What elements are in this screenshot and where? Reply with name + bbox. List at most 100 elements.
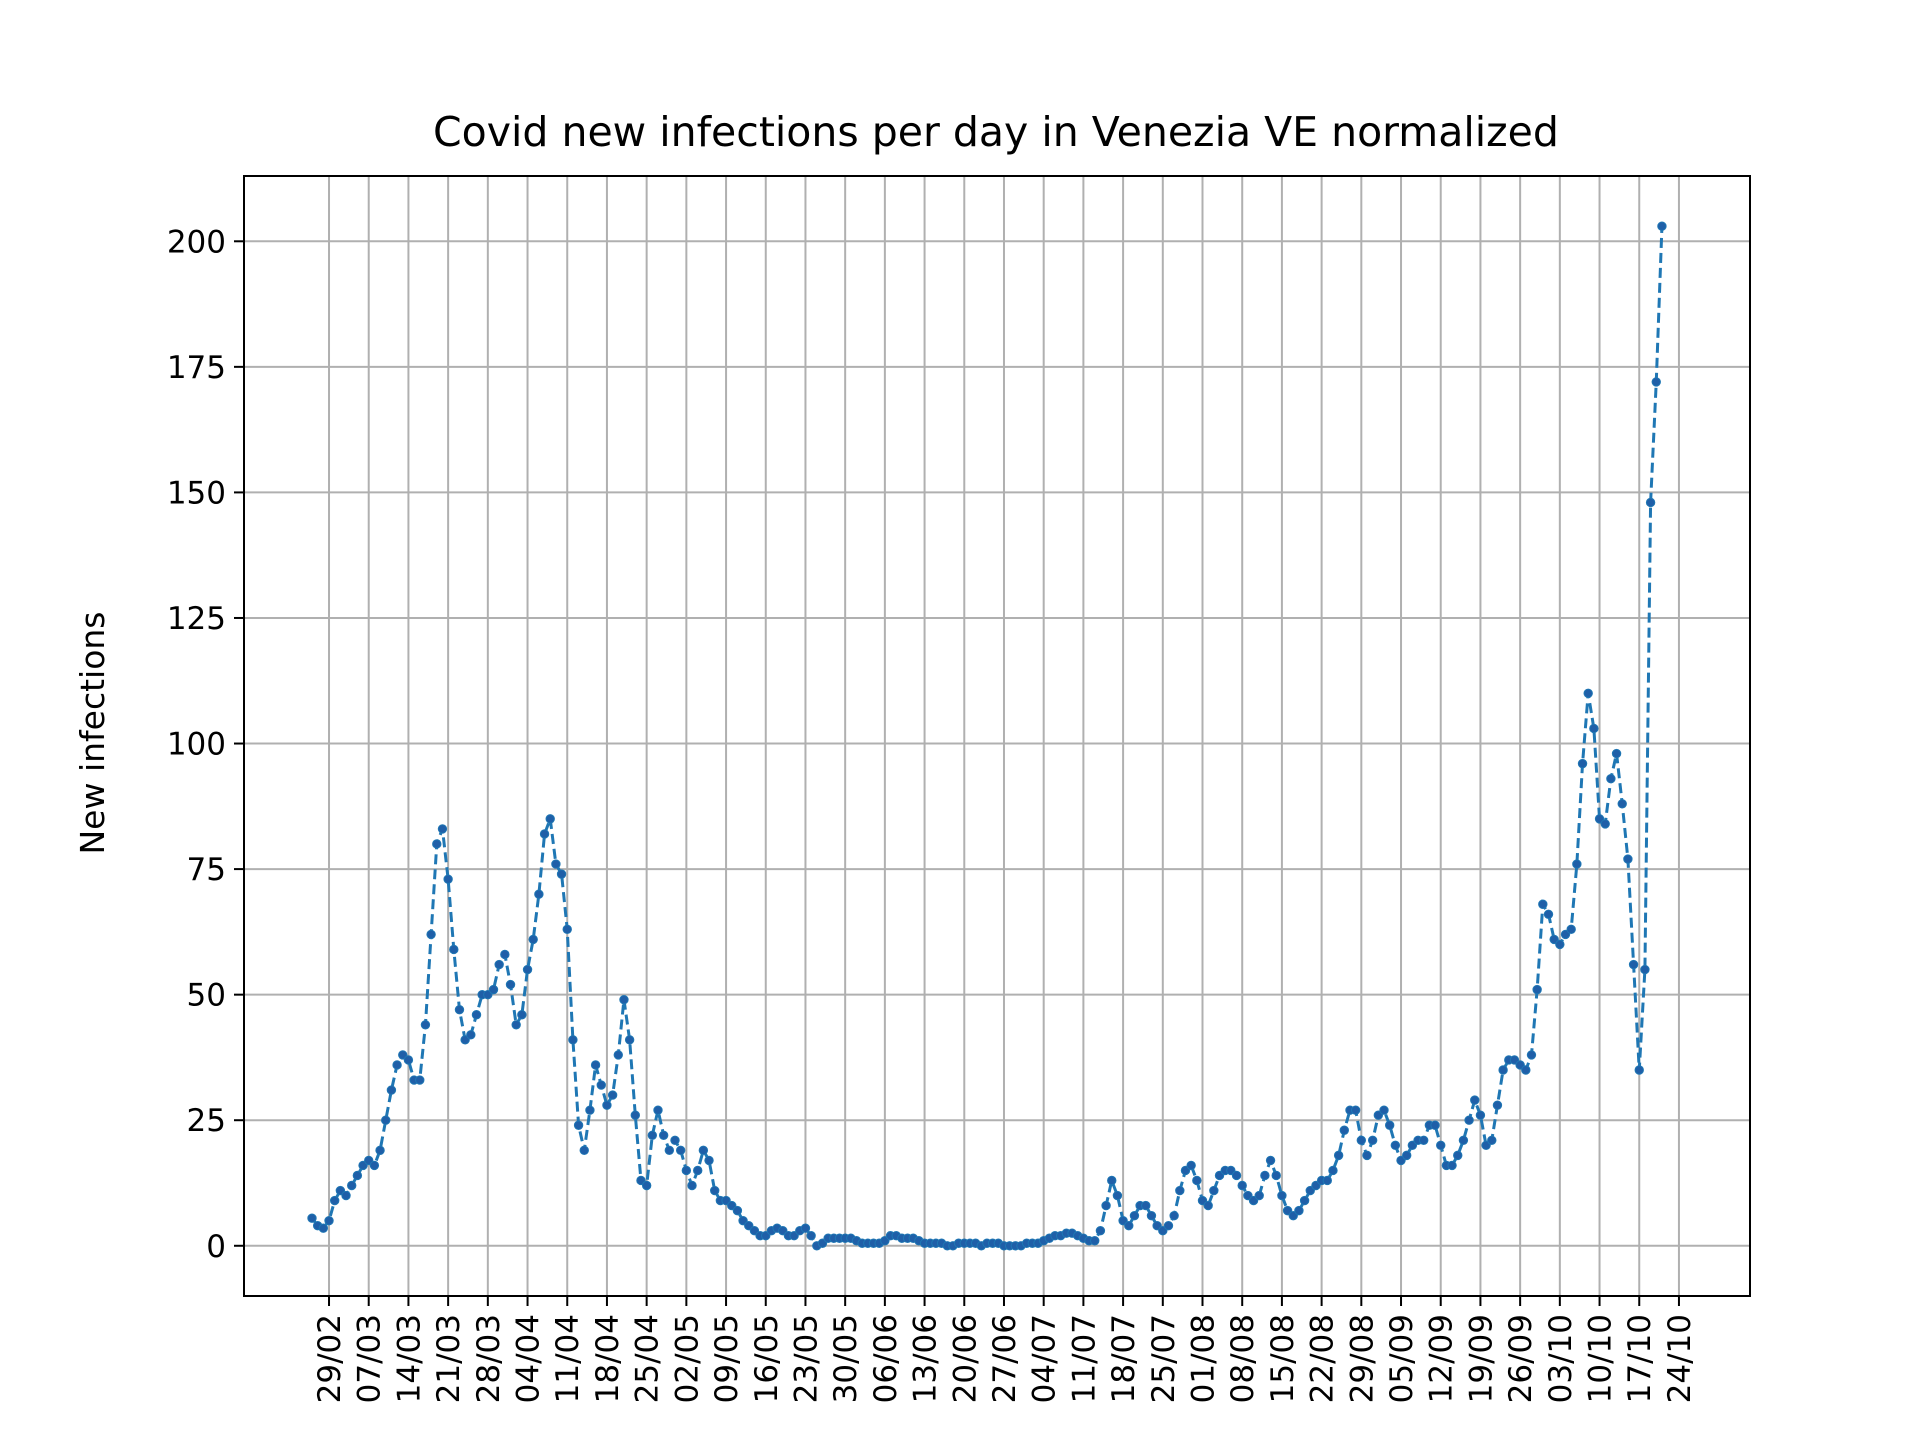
y-axis-label: New infections xyxy=(73,611,112,854)
y-tick-label: 50 xyxy=(187,978,226,1014)
data-point xyxy=(1163,1220,1174,1231)
y-tick-label: 100 xyxy=(167,727,226,763)
data-point xyxy=(1532,984,1542,995)
data-point xyxy=(556,869,567,879)
data-point xyxy=(415,1075,425,1085)
x-tick-label: 22/08 xyxy=(1305,1314,1341,1403)
data-point xyxy=(392,1060,402,1070)
data-point xyxy=(573,1120,584,1130)
data-point xyxy=(324,1215,334,1226)
data-point xyxy=(607,1090,618,1100)
data-point xyxy=(551,859,561,869)
data-point xyxy=(579,1145,589,1156)
data-point xyxy=(806,1231,816,1241)
y-tick-label: 25 xyxy=(187,1103,226,1139)
x-tick-label: 04/04 xyxy=(511,1314,547,1403)
data-point xyxy=(1322,1175,1332,1186)
x-tick-label: 16/05 xyxy=(749,1314,785,1403)
x-tick-label: 07/03 xyxy=(352,1314,388,1403)
x-tick-label: 25/07 xyxy=(1146,1314,1182,1403)
data-point xyxy=(1606,773,1616,784)
data-point xyxy=(1634,1065,1644,1075)
data-point xyxy=(1299,1195,1310,1206)
data-point xyxy=(1339,1125,1350,1135)
data-point xyxy=(670,1135,680,1146)
x-axis-ticks: 29/02 07/03 14/03 21/03 28/03 04/04 11/04 18/04… xyxy=(312,1296,1698,1403)
data-point xyxy=(1566,924,1576,935)
data-point xyxy=(710,1185,720,1196)
data-point xyxy=(488,984,499,995)
data-point xyxy=(1124,1220,1134,1231)
data-point xyxy=(1447,1160,1457,1171)
data-point xyxy=(375,1145,385,1156)
data-point xyxy=(517,1010,527,1020)
data-point xyxy=(534,889,544,899)
data-point xyxy=(1470,1095,1480,1105)
data-point xyxy=(1203,1200,1213,1211)
y-axis-ticks: 0 25 50 75 100 125 150 175 200 xyxy=(167,224,244,1265)
x-tick-label: 20/06 xyxy=(947,1314,983,1403)
data-point xyxy=(386,1085,397,1095)
data-point xyxy=(494,959,504,970)
data-point xyxy=(1112,1190,1123,1201)
x-tick-label: 29/08 xyxy=(1344,1314,1380,1403)
data-point xyxy=(1555,939,1565,950)
x-tick-label: 06/06 xyxy=(868,1314,904,1403)
x-tick-label: 27/06 xyxy=(987,1314,1023,1403)
x-tick-label: 28/03 xyxy=(471,1314,507,1403)
data-point xyxy=(545,814,555,824)
data-point xyxy=(1487,1135,1497,1146)
data-point xyxy=(630,1110,640,1120)
data-point xyxy=(1475,1110,1486,1120)
data-point xyxy=(528,934,538,945)
x-tick-label: 11/07 xyxy=(1066,1314,1102,1403)
grid-lines xyxy=(244,176,1750,1296)
data-point xyxy=(1169,1210,1179,1221)
plot-frame xyxy=(243,175,1751,1297)
data-point xyxy=(329,1195,340,1206)
x-tick-label: 08/08 xyxy=(1225,1314,1261,1403)
data-point xyxy=(522,964,533,975)
data-point xyxy=(1645,497,1656,508)
data-point xyxy=(1237,1180,1247,1191)
data-point xyxy=(585,1105,595,1115)
data-point xyxy=(647,1130,658,1140)
data-point xyxy=(1379,1105,1389,1115)
y-tick-label: 200 xyxy=(167,224,226,260)
data-point xyxy=(681,1165,692,1176)
data-point xyxy=(1294,1205,1304,1216)
data-point xyxy=(432,839,442,849)
data-point xyxy=(732,1205,743,1216)
x-tick-label: 18/04 xyxy=(590,1314,626,1403)
data-point xyxy=(1384,1120,1395,1130)
data-point xyxy=(568,1035,578,1045)
data-point xyxy=(704,1155,714,1166)
x-tick-label: 17/10 xyxy=(1622,1314,1658,1403)
x-tick-label: 19/09 xyxy=(1463,1314,1499,1403)
x-tick-label: 30/05 xyxy=(828,1314,864,1403)
data-point xyxy=(1328,1165,1338,1176)
data-point xyxy=(352,1170,363,1181)
data-point xyxy=(602,1100,612,1110)
y-tick-label: 0 xyxy=(206,1229,226,1265)
x-tick-label: 01/08 xyxy=(1186,1314,1222,1403)
data-point xyxy=(539,829,550,839)
data-point xyxy=(1402,1150,1412,1161)
data-point xyxy=(1492,1100,1503,1110)
data-point xyxy=(1498,1065,1508,1075)
data-point xyxy=(1095,1226,1106,1236)
data-point xyxy=(1209,1185,1219,1196)
data-point xyxy=(658,1130,669,1140)
data-point xyxy=(1362,1150,1372,1161)
data-point xyxy=(1657,221,1667,231)
data-point xyxy=(307,1213,317,1223)
data-point xyxy=(1436,1140,1446,1151)
data-point xyxy=(1231,1170,1242,1181)
data-point xyxy=(1464,1115,1474,1125)
data-point xyxy=(471,1010,482,1020)
data-point xyxy=(1265,1155,1276,1166)
data-point xyxy=(1543,909,1554,919)
data-point xyxy=(449,944,459,955)
data-point xyxy=(1651,377,1661,387)
